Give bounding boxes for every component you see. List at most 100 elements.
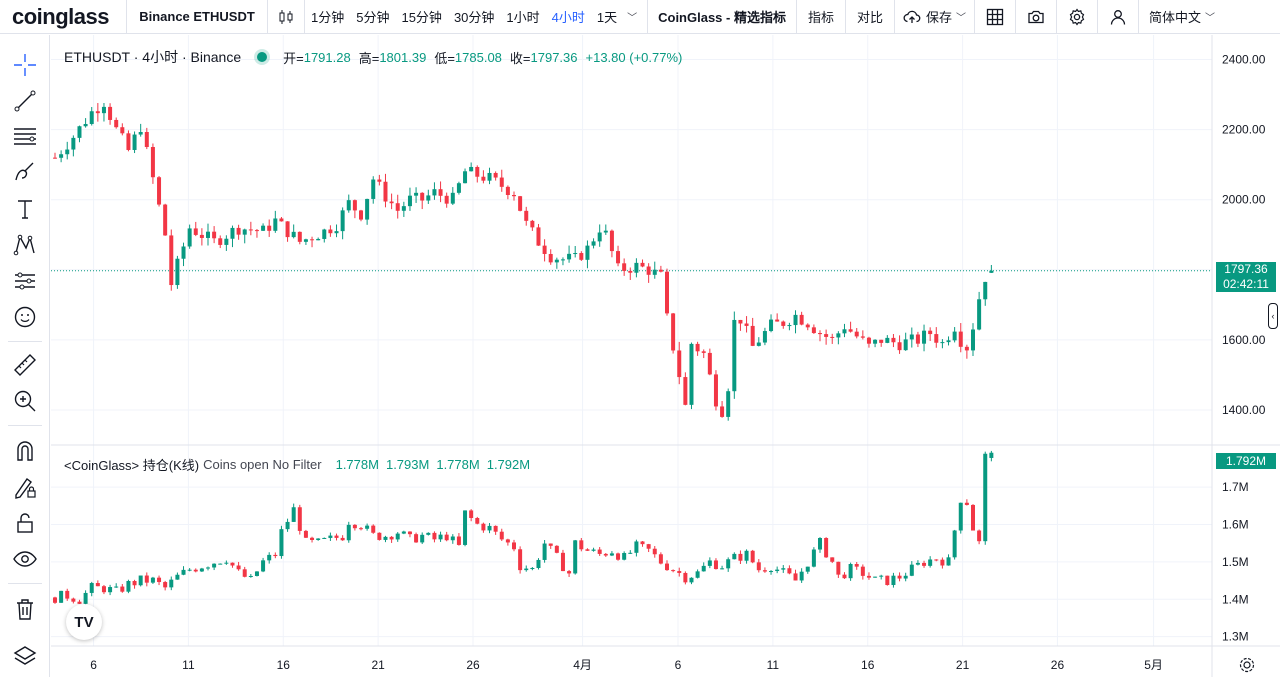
candle-body: [144, 132, 149, 148]
candle-body: [493, 172, 498, 178]
screenshot-button[interactable]: [1016, 0, 1056, 34]
chart-type-button[interactable]: [268, 0, 304, 34]
interval-4[interactable]: 1小时: [506, 10, 540, 25]
interval-3[interactable]: 30分钟: [453, 10, 495, 25]
symbol-search-button[interactable]: Binance ETHUSDT: [139, 9, 255, 24]
interval-0[interactable]: 1分钟: [311, 10, 345, 25]
object-tree-tool[interactable]: [9, 641, 41, 673]
indicator-brand-button[interactable]: CoinGlass - 精选指标: [658, 10, 786, 25]
candle-body: [530, 567, 535, 569]
brush-tool[interactable]: [9, 157, 41, 189]
oi-candle: [328, 532, 333, 541]
lock-all-tool[interactable]: [9, 507, 41, 539]
fib-tool[interactable]: [9, 121, 41, 153]
oi-candle: [291, 503, 296, 522]
price-candle: [689, 342, 694, 410]
candle-body: [622, 263, 627, 271]
text-tool[interactable]: [9, 193, 41, 225]
interval-2[interactable]: 15分钟: [401, 10, 442, 25]
emoji-tool[interactable]: [9, 301, 41, 333]
remove-drawings-tool[interactable]: [9, 593, 41, 625]
cloud-upload-icon: [903, 10, 921, 23]
ruler-tool[interactable]: [9, 349, 41, 381]
price-candle: [573, 245, 578, 258]
crosshair-tool[interactable]: [9, 49, 41, 81]
chart-canvas[interactable]: 2400.00 2200.00 2000.00 1600.00 1400.00 1.7M 1…: [51, 35, 1280, 677]
indicators-button[interactable]: 指标: [807, 10, 834, 25]
candle-body: [261, 225, 266, 231]
trend-line-tool[interactable]: [9, 85, 41, 117]
price-candle: [248, 221, 253, 236]
oi-candle: [53, 596, 57, 604]
price-candle: [175, 255, 180, 289]
forecast-tool[interactable]: [9, 265, 41, 297]
interval-5[interactable]: 4小时: [551, 10, 585, 25]
trend-line-icon: [14, 90, 36, 112]
zoom-in-tool[interactable]: [9, 385, 41, 417]
candle-body: [456, 183, 461, 193]
emoji-icon: [14, 306, 36, 328]
price-candle: [328, 225, 333, 237]
camera-icon: [1028, 10, 1044, 23]
price-candle: [383, 173, 388, 208]
candle-body: [371, 179, 376, 199]
symbol-title[interactable]: ETHUSDT · 4小时 · Binance: [64, 49, 242, 65]
settings-button[interactable]: [1057, 0, 1097, 34]
indicator-close: 1.792M: [486, 457, 531, 472]
candle-body: [554, 259, 559, 263]
lock-drawing-tool[interactable]: [9, 471, 41, 503]
candle-body: [285, 221, 290, 238]
candle-body: [677, 350, 682, 378]
interval-6[interactable]: 1天: [596, 10, 618, 25]
hide-tool[interactable]: [9, 543, 41, 575]
candle-body: [248, 575, 253, 577]
price-candle: [824, 329, 829, 345]
tradingview-logo[interactable]: TV: [66, 604, 102, 640]
price-candle: [646, 263, 651, 283]
candle-body: [377, 532, 382, 540]
oi-candle: [89, 581, 94, 597]
price-candle: [150, 143, 155, 184]
account-button[interactable]: [1098, 0, 1138, 34]
candle-body: [261, 560, 266, 572]
price-candle: [603, 224, 608, 235]
oi-candle: [830, 557, 835, 564]
indicator-name[interactable]: <CoinGlass> 持仓(K线): [64, 458, 200, 473]
interval-dropdown[interactable]: ﹀: [623, 0, 647, 34]
price-candle: [928, 327, 933, 341]
price-candle: [744, 316, 749, 333]
price-candle: [530, 219, 535, 231]
candle-body: [799, 314, 804, 325]
magnet-tool[interactable]: [9, 435, 41, 467]
candle-body: [879, 339, 884, 343]
save-button[interactable]: 保存 ﹀: [895, 0, 974, 34]
axis-settings-icon[interactable]: [1239, 657, 1255, 673]
candle-body: [732, 553, 737, 560]
oi-candle: [450, 534, 455, 544]
candle-body: [322, 229, 327, 239]
interval-1[interactable]: 5分钟: [356, 10, 390, 25]
candle-body: [567, 253, 572, 260]
panel-collapse-handle[interactable]: ‹: [1268, 303, 1278, 329]
candle-body: [726, 559, 731, 569]
language-select[interactable]: 简体中文 ﹀: [1139, 0, 1221, 34]
candle-body: [658, 269, 663, 272]
candle-body: [267, 225, 272, 231]
chevron-down-icon: ﹀: [627, 13, 638, 24]
price-candle: [597, 224, 602, 247]
pattern-tool[interactable]: [9, 229, 41, 261]
oi-candle: [359, 527, 363, 531]
layout-button[interactable]: [975, 0, 1015, 34]
open-label: 开=: [283, 50, 304, 66]
coinglass-logo[interactable]: coinglass: [12, 3, 109, 29]
candle-body: [193, 569, 198, 572]
candle-body: [695, 343, 700, 352]
chart-area[interactable]: 2400.00 2200.00 2000.00 1600.00 1400.00 1.7M 1…: [51, 35, 1280, 677]
compare-button[interactable]: 对比: [856, 10, 883, 25]
candle-body: [242, 569, 247, 577]
candle-body: [977, 299, 982, 330]
candle-body: [487, 525, 492, 531]
oi-candle: [414, 532, 419, 543]
gear-teeth: [1239, 657, 1255, 673]
oi-candle: [744, 549, 749, 564]
